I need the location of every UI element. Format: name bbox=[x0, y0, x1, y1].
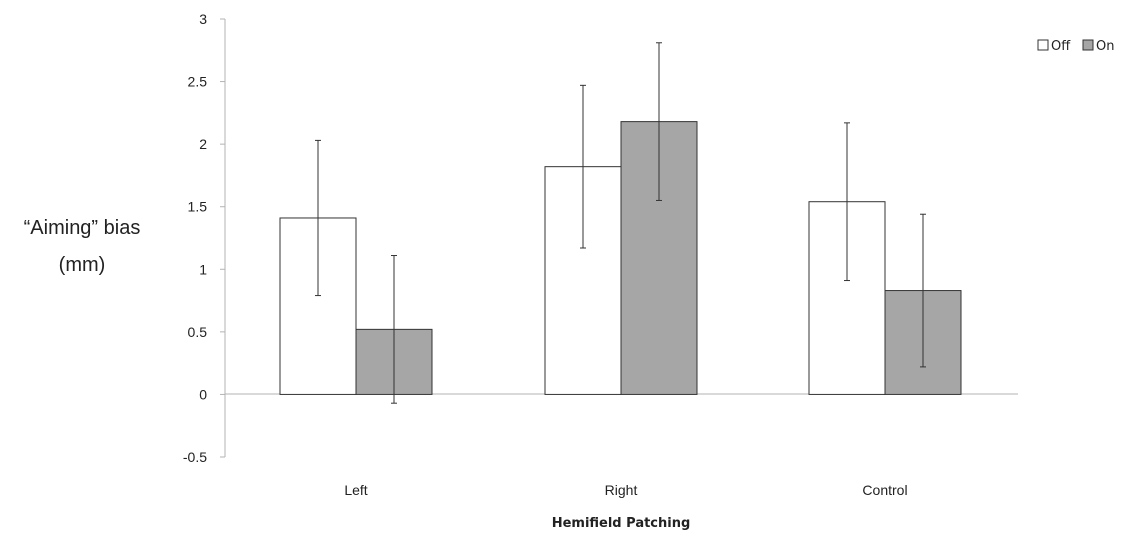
y-tick-label: 0 bbox=[199, 386, 207, 402]
bars-group bbox=[279, 121, 962, 395]
legend: Off On bbox=[1037, 39, 1114, 54]
y-tick-label: 2 bbox=[199, 136, 207, 152]
y-tick-label: 3 bbox=[199, 11, 207, 27]
category-labels: Left Right Control bbox=[344, 482, 907, 498]
legend-swatch-off bbox=[1037, 39, 1049, 51]
error-bars-group bbox=[315, 42, 926, 404]
category-label-right: Right bbox=[605, 482, 638, 498]
y-tick-label: 2.5 bbox=[188, 74, 208, 90]
y-axis-ticks: -0.5 0 0.5 1 1.5 2 2.5 3 bbox=[183, 11, 225, 465]
legend-label-on: On bbox=[1096, 39, 1114, 54]
y-axis-title-line-2: (mm) bbox=[59, 254, 106, 276]
y-tick-label: 1 bbox=[199, 261, 207, 277]
category-label-left: Left bbox=[344, 482, 367, 498]
y-axis-title: “Aiming” bias (mm) bbox=[24, 217, 141, 276]
bar-off-control bbox=[808, 201, 886, 395]
category-label-control: Control bbox=[862, 482, 907, 498]
x-axis-title: Hemifield Patching bbox=[552, 516, 691, 531]
legend-label-off: Off bbox=[1051, 39, 1071, 54]
legend-swatch-on bbox=[1082, 39, 1094, 51]
y-tick-label: 0.5 bbox=[188, 324, 208, 340]
y-tick-label: 1.5 bbox=[188, 199, 208, 215]
y-tick-label: -0.5 bbox=[183, 449, 207, 465]
y-axis-title-line-1: “Aiming” bias bbox=[24, 217, 141, 239]
